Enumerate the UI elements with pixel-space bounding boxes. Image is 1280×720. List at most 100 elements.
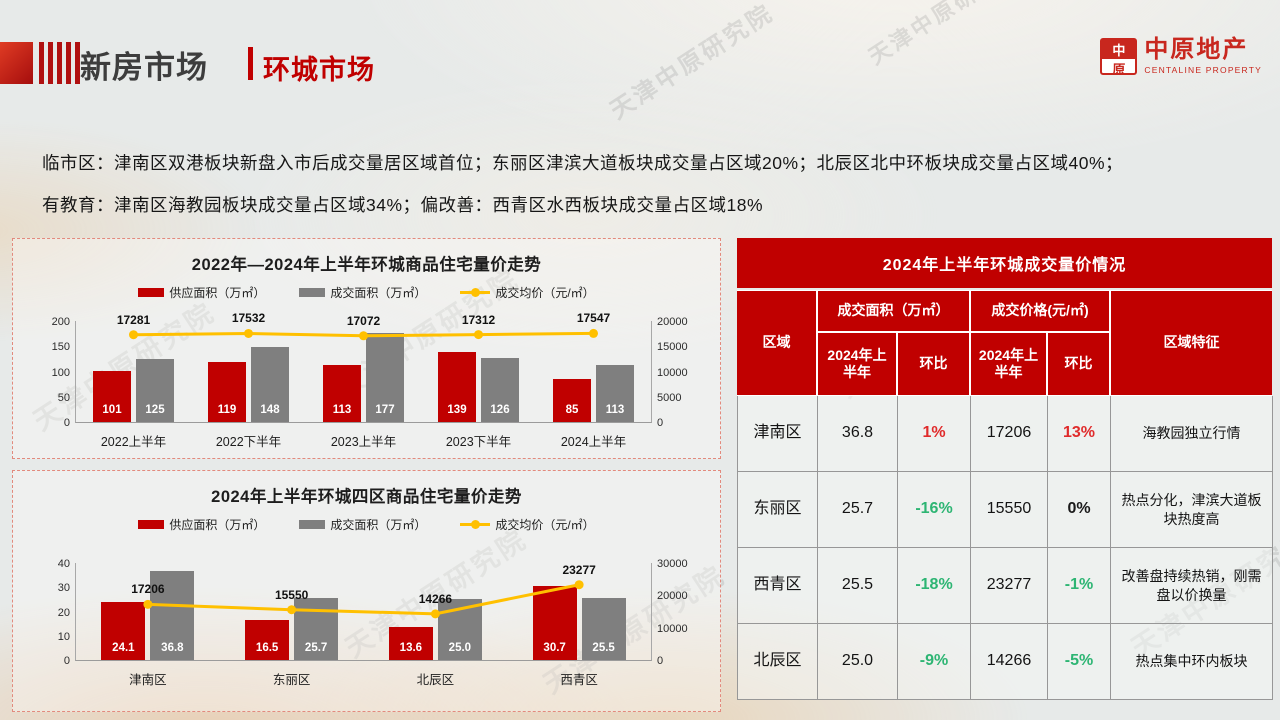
column-header-area-mom: 环比 (897, 332, 970, 396)
page-title: 新房市场 (80, 50, 208, 85)
chart-bar: 85 (553, 379, 591, 422)
bar-value-label: 126 (490, 404, 510, 416)
column-header-area-period: 2024年上半年 (817, 332, 897, 396)
chart-legend: 供应面积（万㎡） 成交面积（万㎡） 成交均价（元/㎡） (13, 516, 720, 533)
axis-tick-left: 0 (63, 655, 70, 667)
bar-value-label: 24.1 (112, 642, 135, 654)
chart-title: 2024年上半年环城四区商品住宅量价走势 (211, 488, 522, 506)
axis-tick-left: 0 (63, 417, 70, 429)
chart-bar: 16.5 (245, 620, 290, 660)
centaline-seal-icon: 中 原 (1100, 38, 1138, 75)
cell-price-mom: -5% (1048, 624, 1111, 700)
watermark: 天津中原研究院 (605, 0, 779, 125)
bar-value-label: 177 (375, 404, 395, 416)
axis-tick-right: 15000 (657, 341, 688, 354)
cell-feature: 热点集中环内板块 (1111, 624, 1273, 700)
watermark: 天津中原研究院 (864, 0, 1025, 70)
chart-bar: 119 (208, 361, 246, 422)
legend-label: 供应面积（万㎡） (169, 518, 266, 532)
cell-price-value: 15550 (971, 472, 1048, 548)
legend-label: 成交均价（元/㎡） (495, 286, 595, 300)
legend-line-marker (460, 520, 491, 529)
legend-label: 供应面积（万㎡） (169, 286, 266, 300)
chart-bar: 36.8 (150, 570, 195, 660)
axis-tick-left: 50 (57, 391, 70, 404)
legend-label: 成交面积（万㎡） (330, 518, 427, 532)
bar-value-label: 139 (447, 404, 467, 416)
bar-value-label: 13.6 (399, 642, 423, 654)
bar-value-label: 36.8 (161, 642, 184, 654)
cell-area-mom: -9% (898, 624, 971, 700)
axis-tick-right: 30000 (657, 558, 688, 570)
bar-value-label: 25.5 (592, 642, 615, 654)
bar-value-label: 113 (605, 404, 625, 416)
axis-tick-left: 30 (57, 582, 70, 595)
bar-value-label: 148 (260, 404, 280, 416)
column-header-price-mom: 环比 (1047, 332, 1110, 396)
cell-region: 东丽区 (738, 472, 818, 548)
bar-value-label: 25.7 (304, 642, 328, 654)
cell-feature: 热点分化，津滨大道板块热度高 (1111, 472, 1273, 548)
cell-region: 西青区 (738, 548, 818, 624)
axis-tick-left: 40 (57, 558, 70, 570)
cell-region: 津南区 (738, 396, 818, 472)
summary-text: 临市区：津南区双港板块新盘入市后成交量居区域首位；东丽区津滨大道板块成交量占区域… (42, 142, 1242, 226)
bar-value-label: 16.5 (255, 642, 279, 654)
cell-price-value: 23277 (971, 548, 1048, 624)
axis-tick-right: 20000 (657, 590, 688, 603)
chart-bar: 113 (323, 364, 361, 422)
legend-item: 成交均价（元/㎡） (460, 284, 595, 301)
column-group-area: 成交面积（万㎡） (817, 290, 970, 332)
line-value-label: 17072 (346, 313, 381, 328)
cell-price-mom: 13% (1048, 396, 1111, 472)
column-header-feature: 区域特征 (1110, 290, 1272, 396)
cell-feature: 改善盘持续热销，刚需盘以价换量 (1111, 548, 1273, 624)
legend-item: 成交面积（万㎡） (299, 284, 426, 301)
page-subtitle: 环城市场 (263, 55, 375, 85)
bar-value-label: 30.7 (543, 642, 566, 654)
table-row: 津南区 36.8 1% 17206 13% 海教园独立行情 (738, 396, 1273, 472)
axis-tick-left: 100 (51, 366, 70, 379)
legend-swatch (138, 520, 165, 529)
bar-value-label: 85 (565, 404, 579, 416)
cell-area-mom: -16% (898, 472, 971, 548)
summary-table: 2024年上半年环城成交量价情况 区域 成交面积（万㎡） 成交价格(元/㎡) 区… (737, 238, 1273, 700)
chart-bar: 30.7 (532, 585, 577, 660)
summary-line-1: 临市区：津南区双港板块新盘入市后成交量居区域首位；东丽区津滨大道板块成交量占区域… (42, 153, 1124, 173)
title-separator (248, 47, 253, 80)
company-logo: 中 原 中原地产 CENTALINE PROPERTY (1100, 38, 1262, 75)
legend-swatch (299, 520, 326, 529)
cell-price-mom: -1% (1048, 548, 1111, 624)
line-value-label: 23277 (562, 562, 596, 577)
x-axis-label: 津南区 (129, 673, 167, 687)
chart-bar: 148 (251, 347, 289, 422)
legend-swatch (138, 288, 165, 297)
axis-tick-right: 0 (657, 417, 664, 429)
chart-bar: 113 (596, 364, 634, 422)
cell-price-mom: 0% (1048, 472, 1111, 548)
chart-panel-districts: 2024年上半年环城四区商品住宅量价走势 供应面积（万㎡） 成交面积（万㎡） 成交均… (12, 470, 721, 712)
bar-value-label: 113 (332, 404, 352, 416)
table-row: 西青区 25.5 -18% 23277 -1% 改善盘持续热销，刚需盘以价换量 (738, 548, 1273, 624)
cell-area-mom: 1% (898, 396, 971, 472)
chart-title: 2022年—2024年上半年环城商品住宅量价走势 (191, 256, 542, 274)
legend-label: 成交面积（万㎡） (330, 286, 427, 300)
chart-bar: 177 (366, 332, 404, 422)
cell-feature: 海教园独立行情 (1111, 396, 1273, 472)
cell-price-value: 17206 (971, 396, 1048, 472)
table-row: 北辰区 25.0 -9% 14266 -5% 热点集中环内板块 (738, 624, 1273, 700)
chart-bar: 25.7 (294, 597, 339, 660)
line-value-label: 17206 (131, 582, 165, 597)
table-title: 2024年上半年环城成交量价情况 (737, 238, 1272, 290)
axis-tick-right: 0 (657, 655, 664, 667)
x-axis-label: 2023下半年 (445, 435, 512, 449)
logo-name: 中原地产 (1144, 36, 1249, 63)
cell-region: 北辰区 (738, 624, 818, 700)
summary-line-2: 有教育：津南区海教园板块成交量占区域34%；偏改善：西青区水西板块成交量占区域1… (42, 195, 764, 215)
legend-swatch (299, 288, 326, 297)
legend-item: 供应面积（万㎡） (138, 284, 265, 301)
chart-bar: 25.5 (581, 598, 626, 660)
axis-tick-left: 20 (57, 606, 70, 619)
table-header: 区域 成交面积（万㎡） 成交价格(元/㎡) 区域特征 2024年上半年 环比 2… (737, 290, 1272, 396)
legend-line-marker (460, 288, 491, 297)
